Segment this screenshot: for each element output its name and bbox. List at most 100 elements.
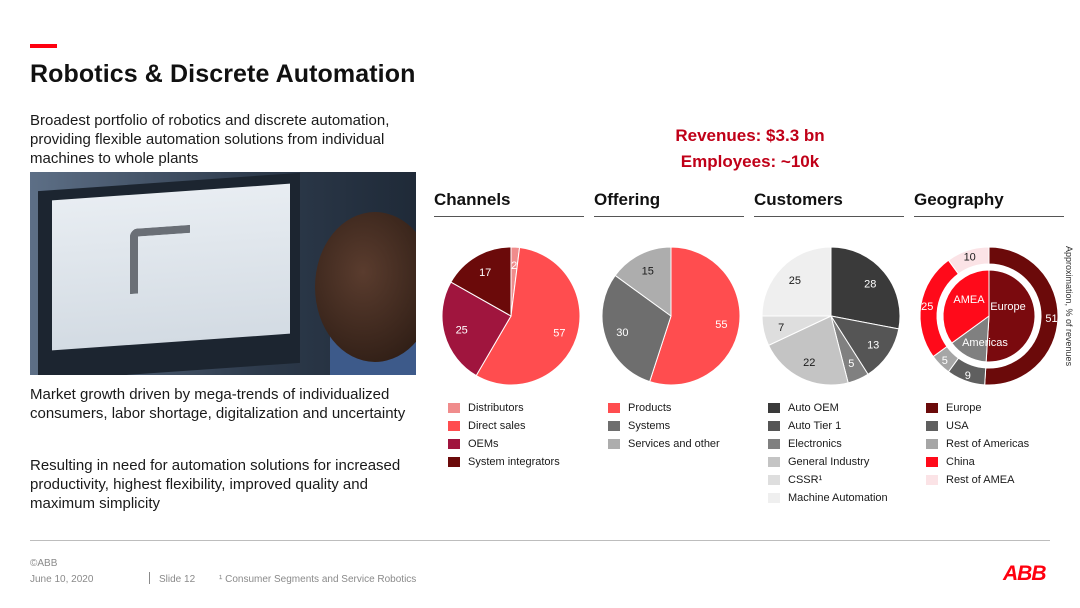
- legend-item-rest-of-americas: Rest of Americas: [926, 435, 1029, 453]
- customers-pie-chart: 28 13 5 22 7 25: [761, 246, 901, 386]
- channels-legend: Distributors Direct sales OEMs System integ…: [448, 399, 560, 471]
- geography-donut-chart: 51 9 5 25 10 Europe Americas AMEA: [919, 246, 1059, 386]
- section-title-channels: Channels: [434, 190, 584, 217]
- inner-region-amea: [942, 269, 990, 344]
- inner-region-europe: [985, 269, 1036, 363]
- footer-footnote: ¹ Consumer Segments and Service Robotics: [219, 574, 417, 585]
- intro-text: Broadest portfolio of robotics and discr…: [30, 112, 390, 167]
- growth-text: Market growth driven by mega-trends of i…: [30, 386, 406, 422]
- footer-date: June 10, 2020: [30, 574, 94, 585]
- legend-item-oems: OEMs: [448, 435, 560, 453]
- legend-label: System integrators: [468, 456, 560, 468]
- slice-rest-of-amea: [947, 246, 990, 275]
- channels-pie-svg: 2 57 25 17: [441, 246, 581, 386]
- footer-divider: [30, 540, 1050, 541]
- channels-pie-chart: 2 57 25 17: [441, 246, 581, 386]
- legend-item-electronics: Electronics: [768, 435, 888, 453]
- legend-swatch: [926, 421, 938, 431]
- legend-item-machine-automation: Machine Automation: [768, 489, 888, 507]
- slice-direct-sales: [475, 246, 581, 386]
- legend-swatch: [768, 403, 780, 413]
- legend-swatch: [448, 457, 460, 467]
- legend-label: Products: [628, 402, 672, 414]
- slice-label-china: 25: [921, 301, 933, 313]
- section-customers: Customers: [754, 190, 904, 217]
- slice-label-cssr: 7: [778, 322, 784, 334]
- slice-label-direct-sales: 57: [553, 327, 565, 339]
- legend-label: Rest of Americas: [946, 438, 1030, 450]
- offering-pie-chart: 55 30 15: [601, 246, 741, 386]
- slice-auto-tier-1: [829, 315, 900, 375]
- geography-legend: Europe USA Rest of Americas China Rest of AM…: [926, 399, 1029, 489]
- footer-copyright: ©ABB: [30, 558, 58, 569]
- geography-donut-svg: 51 9 5 25 10 Europe Americas AMEA: [919, 246, 1059, 386]
- person-head: [315, 212, 416, 362]
- slice-machine-automation: [761, 246, 832, 317]
- side-note-text: Approximation, % of revenues: [1064, 246, 1074, 367]
- slice-label-rest-of-americas: 5: [942, 355, 948, 367]
- hero-photo: [30, 172, 416, 375]
- slice-general-industry: [767, 315, 849, 386]
- legend-label: USA: [946, 420, 969, 432]
- legend-label: Machine Automation: [788, 492, 888, 504]
- legend-item-distributors: Distributors: [448, 399, 560, 417]
- legend-label: Europe: [946, 402, 982, 414]
- legend-item-china: China: [926, 453, 1029, 471]
- revenues-kpi: Revenues: $3.3 bn: [675, 126, 825, 145]
- legend-swatch: [926, 475, 938, 485]
- legend-label: General Industry: [788, 456, 870, 468]
- legend-swatch: [768, 421, 780, 431]
- legend-item-europe: Europe: [926, 399, 1029, 417]
- section-title-geography: Geography: [914, 190, 1064, 217]
- slice-products: [649, 246, 741, 386]
- inner-label-americas: Americas: [962, 337, 1008, 349]
- legend-swatch: [926, 457, 938, 467]
- legend-swatch: [448, 403, 460, 413]
- section-channels: Channels: [434, 190, 584, 217]
- abb-logo: ABB: [1003, 562, 1046, 585]
- slice-label-auto-oem: 28: [864, 279, 876, 291]
- slice-auto-oem: [830, 246, 901, 330]
- inner-label-amea: AMEA: [953, 294, 985, 306]
- slice-label-rest-of-amea: 10: [964, 252, 976, 264]
- legend-label: Distributors: [468, 402, 524, 414]
- legend-item-systems: Systems: [608, 417, 720, 435]
- offering-legend: Products Systems Services and other: [608, 399, 720, 453]
- legend-label: CSSR¹: [788, 474, 823, 486]
- section-title-offering: Offering: [594, 190, 744, 217]
- legend-item-direct-sales: Direct sales: [448, 417, 560, 435]
- legend-item-services-and-other: Services and other: [608, 435, 720, 453]
- legend-label: Auto Tier 1: [788, 420, 842, 432]
- slice-label-distributors: 2: [511, 260, 517, 272]
- section-geography: Geography: [914, 190, 1064, 217]
- legend-label: China: [946, 456, 975, 468]
- slice-label-oems: 25: [456, 324, 468, 336]
- footer-slide-number: Slide 12: [159, 574, 196, 585]
- legend-label: OEMs: [468, 438, 499, 450]
- legend-label: Systems: [628, 420, 671, 432]
- slice-label-machine-automation: 25: [789, 275, 801, 287]
- legend-swatch: [448, 439, 460, 449]
- legend-swatch: [608, 439, 620, 449]
- offering-pie-svg: 55 30 15: [601, 246, 741, 386]
- legend-swatch: [608, 421, 620, 431]
- legend-swatch: [768, 475, 780, 485]
- legend-item-rest-of-amea: Rest of AMEA: [926, 471, 1029, 489]
- legend-swatch: [926, 403, 938, 413]
- section-title-customers: Customers: [754, 190, 904, 217]
- side-note: Approximation, % of revenues: [1061, 246, 1075, 391]
- legend-label: Auto OEM: [788, 402, 839, 414]
- legend-item-products: Products: [608, 399, 720, 417]
- slice-system-integrators: [450, 246, 512, 317]
- legend-item-auto-oem: Auto OEM: [768, 399, 888, 417]
- legend-swatch: [768, 457, 780, 467]
- legend-swatch: [768, 493, 780, 503]
- title-accent-bar: [30, 44, 57, 48]
- slice-label-auto-tier-1: 13: [867, 340, 879, 352]
- slice-oems: [441, 281, 512, 377]
- slice-label-system-integrators: 17: [479, 267, 491, 279]
- slice-label-products: 55: [715, 319, 727, 331]
- result-text: Resulting in need for automation solutio…: [30, 457, 401, 512]
- legend-label: Rest of AMEA: [946, 474, 1015, 486]
- slice-systems: [601, 274, 672, 383]
